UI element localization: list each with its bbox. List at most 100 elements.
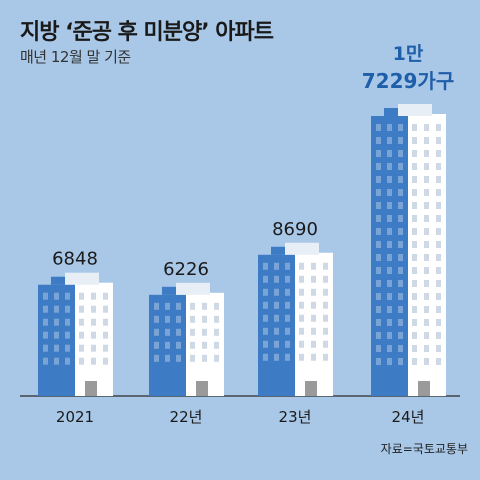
window [103, 318, 108, 326]
window [285, 327, 290, 335]
window [387, 163, 392, 170]
window [412, 254, 417, 261]
window [65, 331, 70, 339]
door-3 [418, 381, 430, 396]
window [299, 262, 304, 270]
chart-title: 지방 ‘준공 후 미분양’ 아파트 [20, 20, 274, 45]
window [274, 275, 279, 283]
data-label-3-line2: 7229가구 [362, 69, 454, 93]
window [412, 319, 417, 326]
window [376, 293, 381, 300]
window [424, 163, 429, 170]
window [285, 353, 290, 361]
window [311, 340, 316, 348]
window [154, 302, 159, 310]
window [176, 315, 181, 323]
window [43, 331, 48, 339]
window [376, 358, 381, 365]
window [412, 345, 417, 352]
category-label-0: 2021 [56, 408, 94, 426]
window [263, 314, 268, 322]
window [103, 331, 108, 339]
window [54, 305, 59, 313]
window [43, 305, 48, 313]
window [376, 163, 381, 170]
window [299, 275, 304, 283]
window [311, 314, 316, 322]
window [398, 215, 403, 222]
window [299, 288, 304, 296]
window [376, 137, 381, 144]
window [323, 262, 328, 270]
window [311, 327, 316, 335]
window [436, 215, 441, 222]
window [436, 189, 441, 196]
window [311, 275, 316, 283]
window [412, 176, 417, 183]
window [436, 228, 441, 235]
window [165, 354, 170, 362]
window [387, 345, 392, 352]
window [376, 241, 381, 248]
bar-roof-light-1 [176, 282, 210, 295]
window [424, 293, 429, 300]
bar-roof-dark-3 [384, 108, 398, 116]
window [202, 302, 207, 310]
window [79, 357, 84, 365]
window [299, 353, 304, 361]
window [176, 354, 181, 362]
window [424, 358, 429, 365]
bar-roof-light-3 [398, 104, 432, 116]
window [103, 292, 108, 300]
bar-dark-0 [38, 284, 75, 396]
window [387, 358, 392, 365]
window [398, 228, 403, 235]
window [424, 124, 429, 131]
window [323, 327, 328, 335]
window [190, 302, 195, 310]
window [91, 292, 96, 300]
window [387, 202, 392, 209]
window [190, 354, 195, 362]
window [398, 189, 403, 196]
window [202, 315, 207, 323]
window [412, 267, 417, 274]
bar-roof-light-0 [65, 272, 99, 285]
window [387, 254, 392, 261]
window [436, 345, 441, 352]
window [387, 241, 392, 248]
window [412, 189, 417, 196]
window [323, 301, 328, 309]
window [424, 345, 429, 352]
window [412, 228, 417, 235]
window [436, 280, 441, 287]
window [176, 341, 181, 349]
window [103, 305, 108, 313]
window [376, 176, 381, 183]
window [43, 292, 48, 300]
window [412, 137, 417, 144]
window [154, 328, 159, 336]
window [376, 202, 381, 209]
window [398, 241, 403, 248]
category-label-2: 23년 [279, 408, 312, 426]
window [285, 288, 290, 296]
window [376, 228, 381, 235]
window [65, 292, 70, 300]
window [398, 280, 403, 287]
window [376, 267, 381, 274]
window [424, 150, 429, 157]
bar-roof-light-2 [285, 242, 319, 255]
window [91, 357, 96, 365]
window [436, 163, 441, 170]
window [398, 137, 403, 144]
window [424, 176, 429, 183]
window [424, 280, 429, 287]
window [91, 318, 96, 326]
door-1 [196, 381, 208, 396]
window [376, 189, 381, 196]
window [387, 215, 392, 222]
window [79, 331, 84, 339]
window [387, 267, 392, 274]
